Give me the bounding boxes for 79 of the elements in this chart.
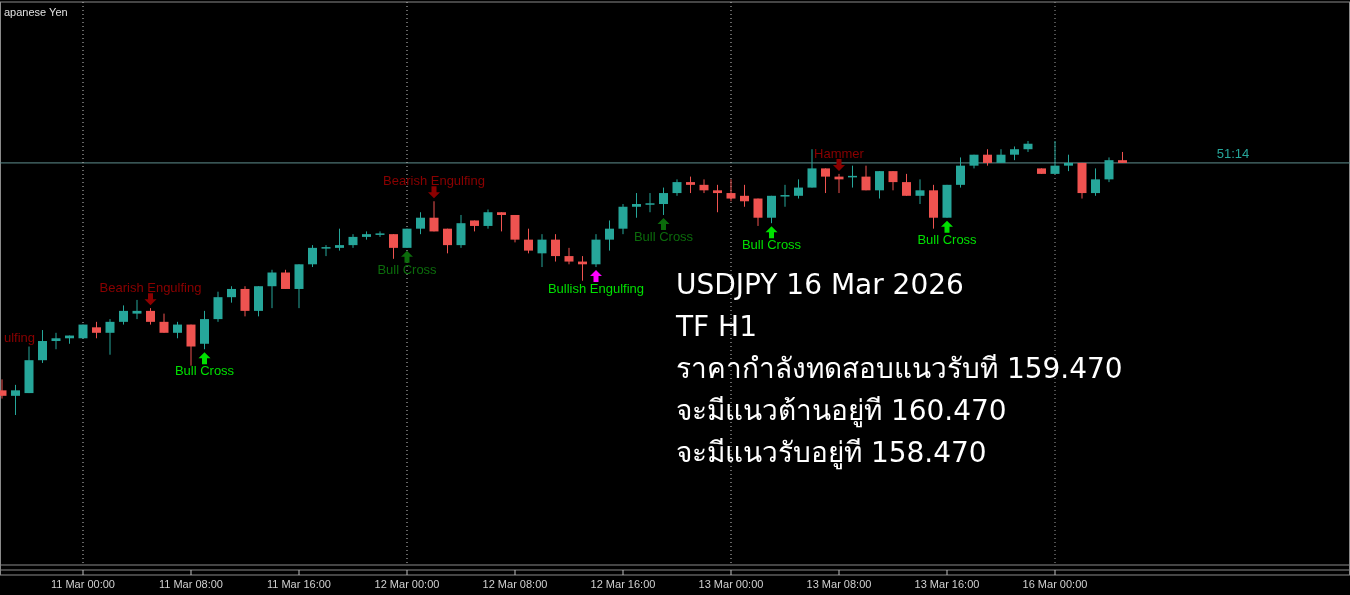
text: 51:14 <box>1216 146 1250 161</box>
candlestick <box>375 230 385 238</box>
annotation: TF H1 <box>675 310 757 343</box>
candlestick <box>713 184 722 213</box>
candlestick <box>888 170 898 191</box>
candlestick <box>1091 167 1100 197</box>
candlestick <box>119 304 128 326</box>
candlestick <box>159 313 169 334</box>
annotation: Bearish Engulfing <box>383 173 485 189</box>
candlestick <box>51 332 61 350</box>
candlestick <box>240 285 250 317</box>
candlestick <box>780 184 790 208</box>
candlestick <box>645 192 655 213</box>
x-tick-label: 11 Mar 16:00 <box>266 578 332 590</box>
candlestick <box>767 195 776 224</box>
candlestick <box>186 324 196 367</box>
candlestick <box>321 244 331 257</box>
x-tick-label: 11 Mar 08:00 <box>158 578 224 590</box>
candlestick <box>11 384 20 416</box>
x-tick-label: 11 Mar 00:00 <box>50 578 116 590</box>
annotation: Bearish Engulfing <box>99 280 202 296</box>
candlestick <box>1050 140 1060 175</box>
candlestick <box>875 170 884 200</box>
candlestick <box>389 233 398 260</box>
candlestick <box>605 219 614 252</box>
x-tick-label: 13 Mar 00:00 <box>698 578 764 590</box>
candlestick <box>956 156 965 189</box>
x-tick-label: 12 Mar 16:00 <box>590 578 656 590</box>
candlestick <box>38 329 47 364</box>
candlestick <box>753 198 763 227</box>
candlestick <box>132 299 142 320</box>
candlestick <box>915 178 925 205</box>
candlestick <box>456 214 466 249</box>
x-tick-label: 13 Mar 08:00 <box>806 578 872 590</box>
candlestick <box>537 233 547 268</box>
candlestick <box>524 228 533 254</box>
candlestick <box>699 178 709 194</box>
candlestick <box>564 247 574 265</box>
candlestick <box>335 228 344 252</box>
candlestick <box>632 192 641 219</box>
annotation: Bull Cross <box>377 261 438 277</box>
candlestick <box>497 211 506 232</box>
annotation: Bull Cross <box>741 237 802 253</box>
annotation: Bull Cross <box>917 231 978 247</box>
candlestick <box>551 233 560 263</box>
candlestick <box>659 187 668 216</box>
text: จะมีแนวรับอยู่ที 158.470 <box>676 436 987 470</box>
candlestick <box>618 203 628 235</box>
annotation: Bull Cross <box>633 228 694 244</box>
candlestick <box>429 200 439 232</box>
annotation: ราคากำลังทดสอบแนวรับที 159.470 <box>676 352 1123 385</box>
annotation: Hammer <box>814 145 865 161</box>
annotation: Bullish Engulfing <box>547 281 645 297</box>
annotation: USDJPY 16 Mar 2026 <box>676 268 964 301</box>
annotation: Bull Cross <box>174 363 235 379</box>
annotation: ulfing <box>4 330 36 345</box>
candlestick <box>726 178 736 202</box>
candlestick <box>213 291 223 323</box>
x-tick-label: 12 Mar 00:00 <box>374 578 440 590</box>
candlestick <box>443 228 452 254</box>
x-tick-label: 16 Mar 00:00 <box>1022 578 1088 590</box>
candlestick <box>483 209 493 230</box>
candlestick <box>281 269 290 290</box>
annotation: จะมีแนวต้านอยู่ที 160.470 <box>676 394 1007 428</box>
candlestick <box>105 318 115 356</box>
candlestick <box>740 184 749 208</box>
x-tick-label: 12 Mar 08:00 <box>482 578 548 590</box>
candlestick <box>794 178 803 200</box>
candlestick <box>1104 156 1114 183</box>
candlestick <box>267 269 277 309</box>
candlestick <box>902 173 911 197</box>
candlestick <box>308 244 317 268</box>
candlestick <box>1023 140 1033 153</box>
candlestick <box>807 148 817 189</box>
candlestick <box>861 165 871 191</box>
chart-title: apanese Yen <box>4 6 68 18</box>
candlestick <box>416 211 425 235</box>
x-tick-label: 13 Mar 16:00 <box>914 578 980 590</box>
candlestick <box>821 167 830 194</box>
